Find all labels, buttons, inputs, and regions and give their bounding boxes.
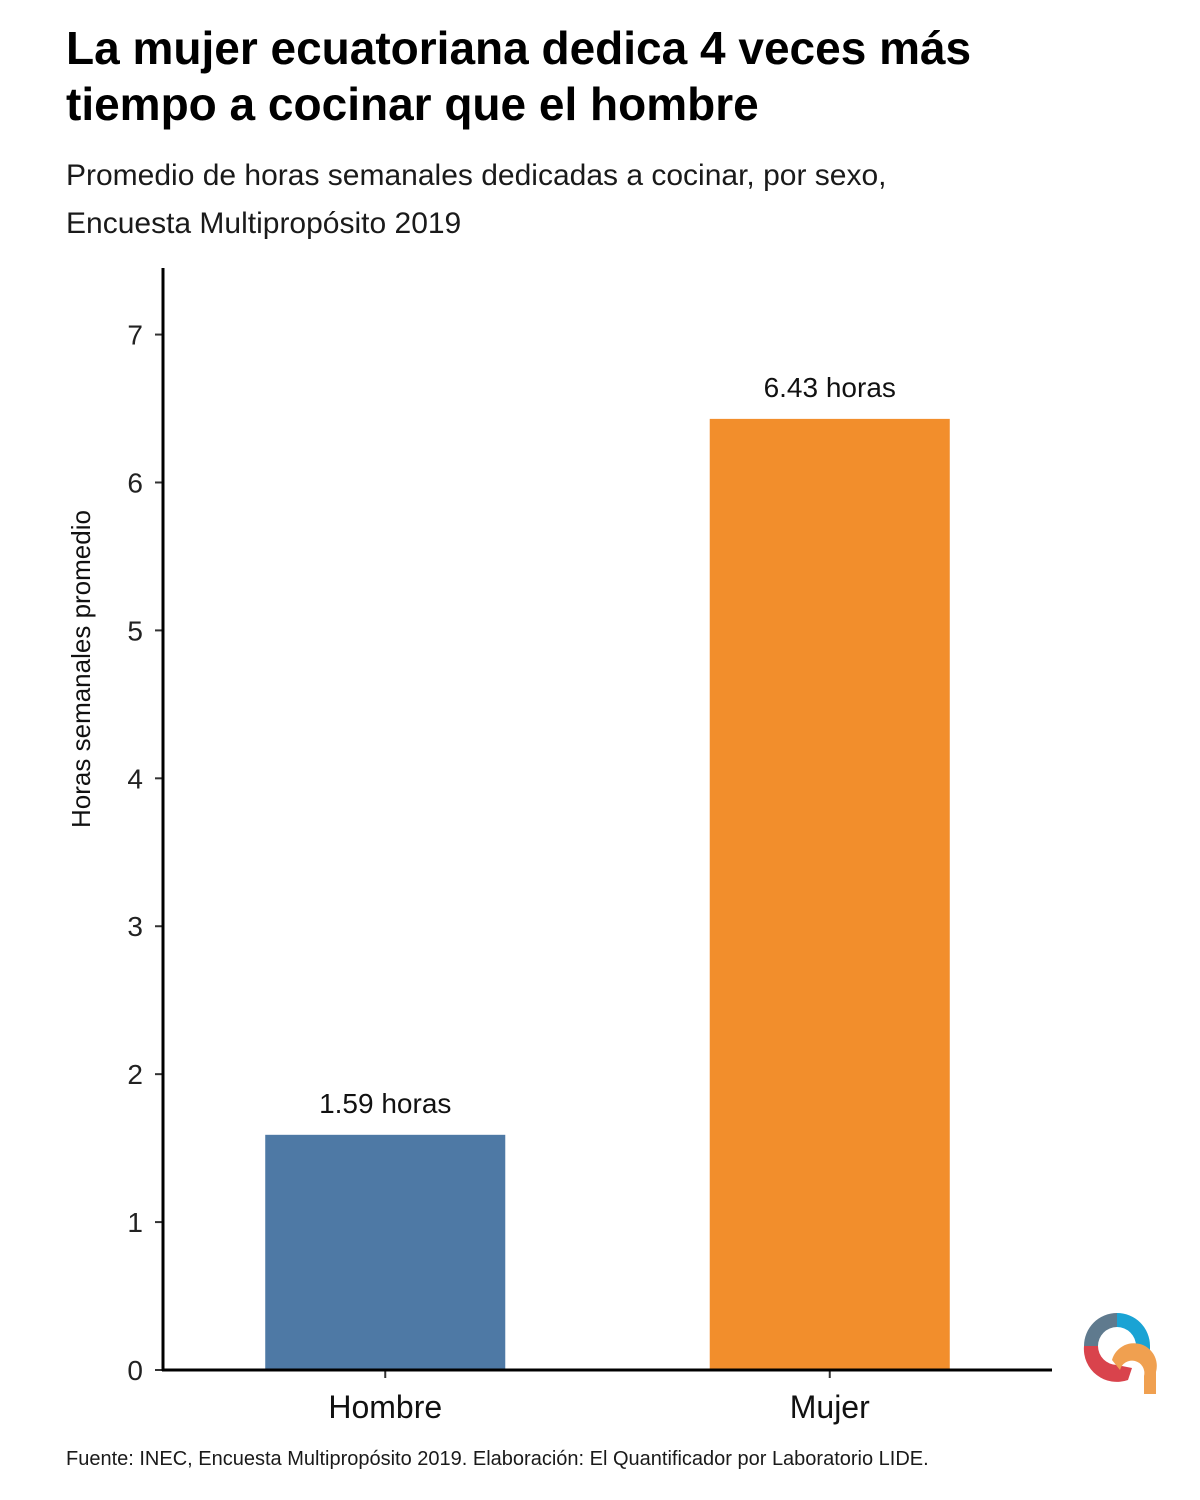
- chart-subtitle: Promedio de horas semanales dedicadas a …: [66, 152, 1166, 248]
- y-tick-label: 1: [127, 1207, 143, 1238]
- quantificador-logo-icon: [1072, 1306, 1162, 1396]
- y-tick-label: 3: [127, 911, 143, 942]
- logo-arc-orange: [1112, 1343, 1157, 1394]
- x-tick-label-hombre: Hombre: [328, 1389, 442, 1425]
- y-tick-label: 7: [127, 320, 143, 351]
- y-tick-label: 2: [127, 1059, 143, 1090]
- y-tick-label: 0: [127, 1355, 143, 1386]
- logo-arc-red: [1083, 1346, 1132, 1382]
- data-label-mujer: 6.43 horas: [764, 372, 896, 403]
- source-note: Fuente: INEC, Encuesta Multipropósito 20…: [66, 1448, 929, 1470]
- x-tick-label-mujer: Mujer: [790, 1389, 870, 1425]
- chart-title: La mujer ecuatoriana dedica 4 veces más …: [66, 20, 1186, 132]
- bar-hombre: [265, 1134, 506, 1370]
- chart-subtitle-line-1: Promedio de horas semanales dedicadas a …: [66, 159, 887, 192]
- logo-arc-gray: [1084, 1313, 1117, 1346]
- chart-title-line-2: tiempo a cocinar que el hombre: [66, 78, 759, 130]
- y-tick-label: 6: [127, 467, 143, 498]
- data-label-hombre: 1.59 horas: [319, 1088, 451, 1119]
- chart-subtitle-line-2: Encuesta Multipropósito 2019: [66, 207, 462, 240]
- bar-mujer: [709, 418, 950, 1371]
- y-tick-label: 4: [127, 763, 143, 794]
- y-axis-label: Horas semanales promedio: [66, 510, 96, 828]
- y-tick-label: 5: [127, 615, 143, 646]
- chart-title-line-1: La mujer ecuatoriana dedica 4 veces más: [66, 22, 972, 74]
